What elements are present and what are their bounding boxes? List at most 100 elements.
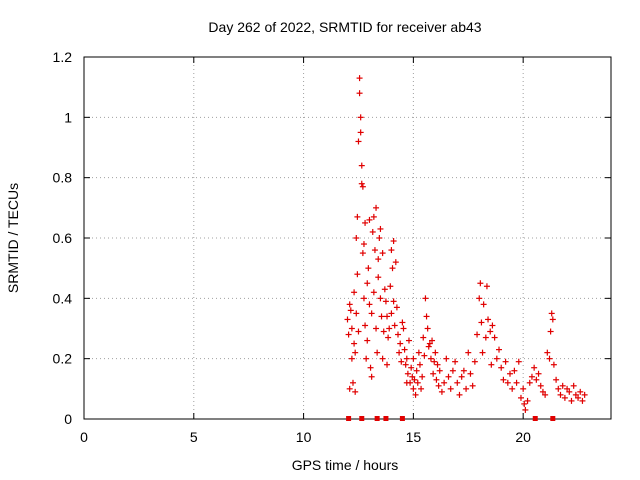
- data-point: [443, 355, 450, 362]
- data-point: [381, 286, 388, 293]
- data-point: [348, 325, 355, 332]
- data-point: [386, 325, 393, 332]
- x-tick-label: 15: [406, 429, 422, 445]
- data-point: [449, 367, 456, 374]
- data-point: [460, 367, 467, 374]
- data-point: [378, 313, 385, 320]
- data-point: [374, 349, 381, 356]
- data-point: [496, 346, 503, 353]
- data-point: [397, 340, 404, 347]
- data-point: [379, 250, 386, 257]
- data-point: [408, 364, 415, 371]
- zero-flag-point: [346, 416, 352, 421]
- chart-title: Day 262 of 2022, SRMTID for receiver ab4…: [208, 19, 481, 35]
- data-point: [410, 385, 417, 392]
- data-point: [405, 337, 412, 344]
- data-point: [365, 265, 372, 272]
- data-point: [577, 388, 584, 395]
- data-point: [409, 373, 416, 380]
- y-tick-label: 0.8: [53, 170, 73, 186]
- data-point: [355, 328, 362, 335]
- data-point: [533, 376, 540, 383]
- data-point: [547, 328, 554, 335]
- data-point: [531, 364, 538, 371]
- data-point: [535, 370, 542, 377]
- data-point: [400, 325, 407, 332]
- x-tick-label: 5: [190, 429, 198, 445]
- x-axis: 0 5 10 15 20: [80, 57, 531, 445]
- data-point: [373, 325, 380, 332]
- data-point: [356, 75, 363, 82]
- data-point: [478, 319, 485, 326]
- grid-lines: [84, 57, 611, 419]
- y-axis-label: SRMTID / TECUs: [5, 183, 21, 293]
- data-point: [504, 379, 511, 386]
- zero-flag-point: [550, 416, 556, 421]
- data-point: [500, 376, 507, 383]
- data-point: [351, 340, 358, 347]
- data-point: [366, 301, 373, 308]
- data-point: [542, 391, 549, 398]
- data-point: [349, 379, 356, 386]
- data-point: [425, 343, 432, 350]
- data-point: [435, 382, 442, 389]
- data-point: [401, 346, 408, 353]
- data-point: [469, 382, 476, 389]
- data-point: [429, 337, 436, 344]
- zero-flag-point: [532, 416, 538, 421]
- data-point: [546, 355, 553, 362]
- data-point: [427, 355, 434, 362]
- data-point: [572, 391, 579, 398]
- data-point: [379, 355, 386, 362]
- data-point: [456, 391, 463, 398]
- data-point: [411, 376, 418, 383]
- data-point: [421, 352, 428, 359]
- zero-flag-point: [359, 416, 365, 421]
- data-point: [377, 295, 384, 302]
- data-point: [452, 358, 459, 365]
- data-point: [352, 349, 359, 356]
- data-point: [369, 228, 376, 235]
- data-point: [355, 138, 362, 145]
- zero-flag-point: [374, 416, 380, 421]
- data-point: [502, 358, 509, 365]
- zero-flag-point: [399, 416, 405, 421]
- data-point: [564, 385, 571, 392]
- data-point: [491, 334, 498, 341]
- data-point: [434, 361, 441, 368]
- data-point: [380, 328, 387, 335]
- data-point: [544, 349, 551, 356]
- data-point: [402, 361, 409, 368]
- data-point: [348, 355, 355, 362]
- data-point: [398, 358, 405, 365]
- data-point: [344, 316, 351, 323]
- data-point: [498, 364, 505, 371]
- y-tick-label: 0.6: [53, 230, 73, 246]
- y-tick-label: 0.4: [53, 290, 73, 306]
- data-point: [553, 376, 560, 383]
- data-point: [568, 397, 575, 404]
- data-point: [346, 385, 353, 392]
- data-point: [433, 376, 440, 383]
- data-point: [539, 388, 546, 395]
- data-point: [509, 385, 516, 392]
- data-point: [358, 180, 365, 187]
- data-point: [520, 385, 527, 392]
- data-point: [370, 213, 377, 220]
- data-point: [376, 235, 383, 241]
- data-points: [344, 75, 588, 421]
- data-point: [438, 388, 445, 395]
- data-point: [354, 271, 361, 278]
- data-point: [467, 370, 474, 377]
- data-point: [360, 295, 367, 302]
- data-point: [364, 280, 371, 287]
- data-point: [362, 322, 369, 329]
- data-point: [385, 334, 392, 341]
- data-point: [420, 334, 427, 341]
- data-point: [458, 373, 465, 380]
- data-point: [363, 355, 370, 362]
- data-point: [388, 310, 395, 317]
- data-point: [559, 382, 566, 389]
- data-point: [351, 289, 358, 296]
- data-point: [528, 373, 535, 380]
